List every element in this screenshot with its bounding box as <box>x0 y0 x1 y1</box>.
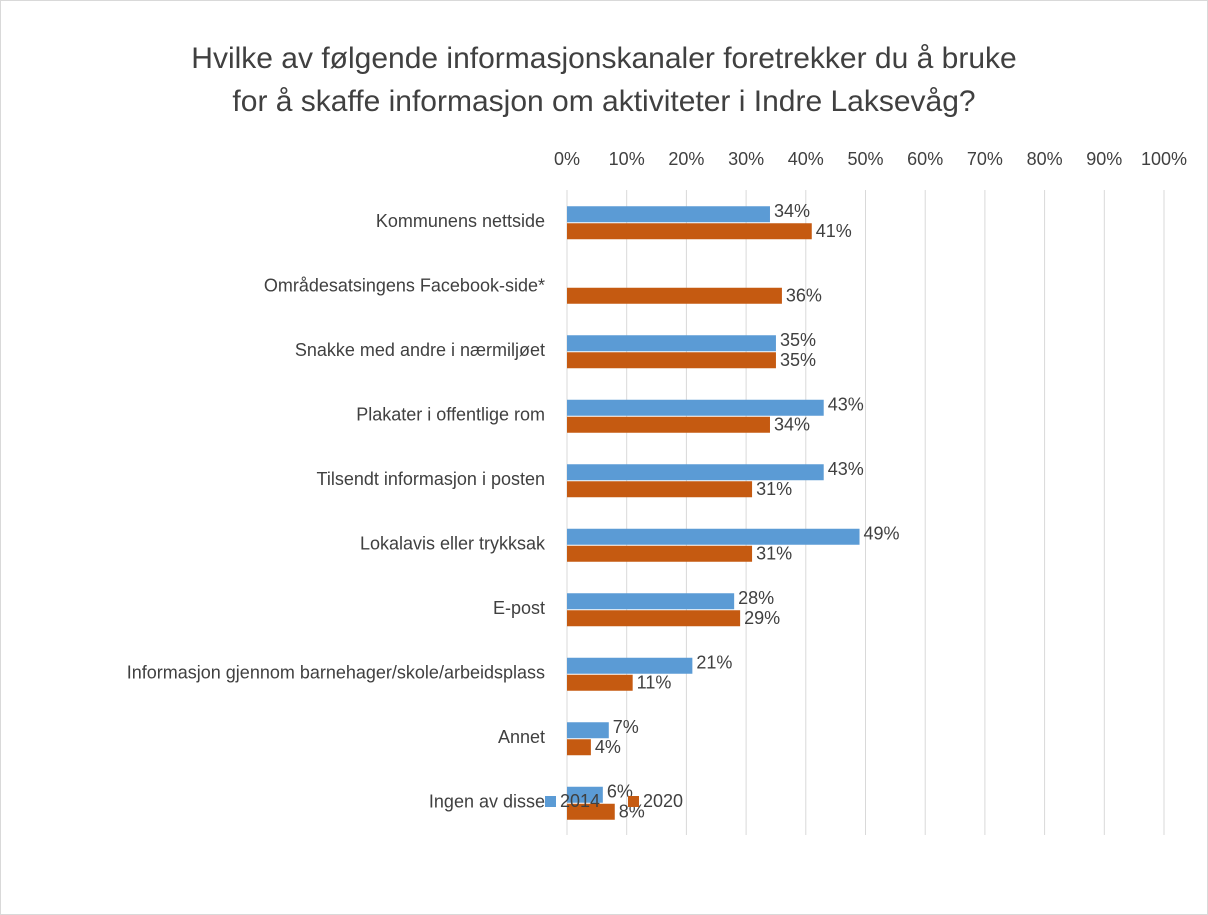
x-tick-label: 80% <box>1027 149 1063 169</box>
bar <box>567 464 824 481</box>
data-label: 34% <box>774 201 810 221</box>
data-label: 31% <box>756 544 792 564</box>
bar <box>567 610 741 627</box>
bar <box>567 674 633 691</box>
data-label: 4% <box>595 737 621 757</box>
bar <box>567 287 782 304</box>
legend-swatch <box>545 796 556 807</box>
bar <box>567 481 753 498</box>
bar <box>567 416 770 433</box>
legend-label: 2014 <box>560 791 600 811</box>
bar <box>567 399 824 416</box>
data-label: 31% <box>756 479 792 499</box>
x-tick-label: 40% <box>788 149 824 169</box>
y-tick-label: Ingen av disse <box>429 792 545 812</box>
data-label: 49% <box>864 524 900 544</box>
bar <box>567 786 603 803</box>
bar <box>567 335 776 352</box>
bar <box>567 206 770 223</box>
x-tick-label: 90% <box>1086 149 1122 169</box>
bar <box>567 528 860 545</box>
y-tick-label: Tilsendt informasjon i posten <box>317 469 545 489</box>
y-tick-label: Kommunens nettside <box>376 211 545 231</box>
y-tick-label: Plakater i offentlige rom <box>356 405 545 425</box>
bar <box>567 223 812 240</box>
x-tick-label: 100% <box>1141 149 1187 169</box>
bar <box>567 352 776 369</box>
bar <box>567 803 615 820</box>
x-tick-label: 50% <box>847 149 883 169</box>
x-tick-label: 10% <box>609 149 645 169</box>
x-tick-label: 70% <box>967 149 1003 169</box>
data-label: 11% <box>637 673 672 693</box>
chart-title: for å skaffe informasjon om aktiviteter … <box>232 85 975 118</box>
y-tick-label: Områdesatsingens Facebook-side* <box>264 276 545 296</box>
data-label: 34% <box>774 415 810 435</box>
data-label: 43% <box>828 395 864 415</box>
y-tick-label: Informasjon gjennom barnehager/skole/arb… <box>127 663 545 683</box>
data-label: 43% <box>828 459 864 479</box>
data-label: 35% <box>780 350 816 370</box>
x-tick-label: 0% <box>554 149 580 169</box>
legend-swatch <box>628 796 639 807</box>
data-label: 6% <box>607 782 633 802</box>
data-label: 35% <box>780 330 816 350</box>
chart-title: Hvilke av følgende informasjonskanaler f… <box>191 42 1016 75</box>
data-label: 29% <box>744 608 780 628</box>
data-label: 41% <box>816 221 852 241</box>
legend-label: 2020 <box>643 791 683 811</box>
x-tick-label: 30% <box>728 149 764 169</box>
data-label: 36% <box>786 286 822 306</box>
bar <box>567 593 735 610</box>
y-tick-label: Lokalavis eller trykksak <box>360 534 546 554</box>
data-label: 28% <box>738 588 774 608</box>
y-tick-label: Snakke med andre i nærmiljøet <box>295 340 545 360</box>
data-label: 21% <box>696 653 732 673</box>
bar <box>567 545 753 562</box>
x-tick-label: 60% <box>907 149 943 169</box>
y-tick-label: Annet <box>498 727 545 747</box>
y-tick-label: E-post <box>493 598 545 618</box>
bar <box>567 657 693 674</box>
bar <box>567 739 591 756</box>
x-tick-label: 20% <box>668 149 704 169</box>
bar <box>567 722 609 739</box>
data-label: 7% <box>613 717 639 737</box>
